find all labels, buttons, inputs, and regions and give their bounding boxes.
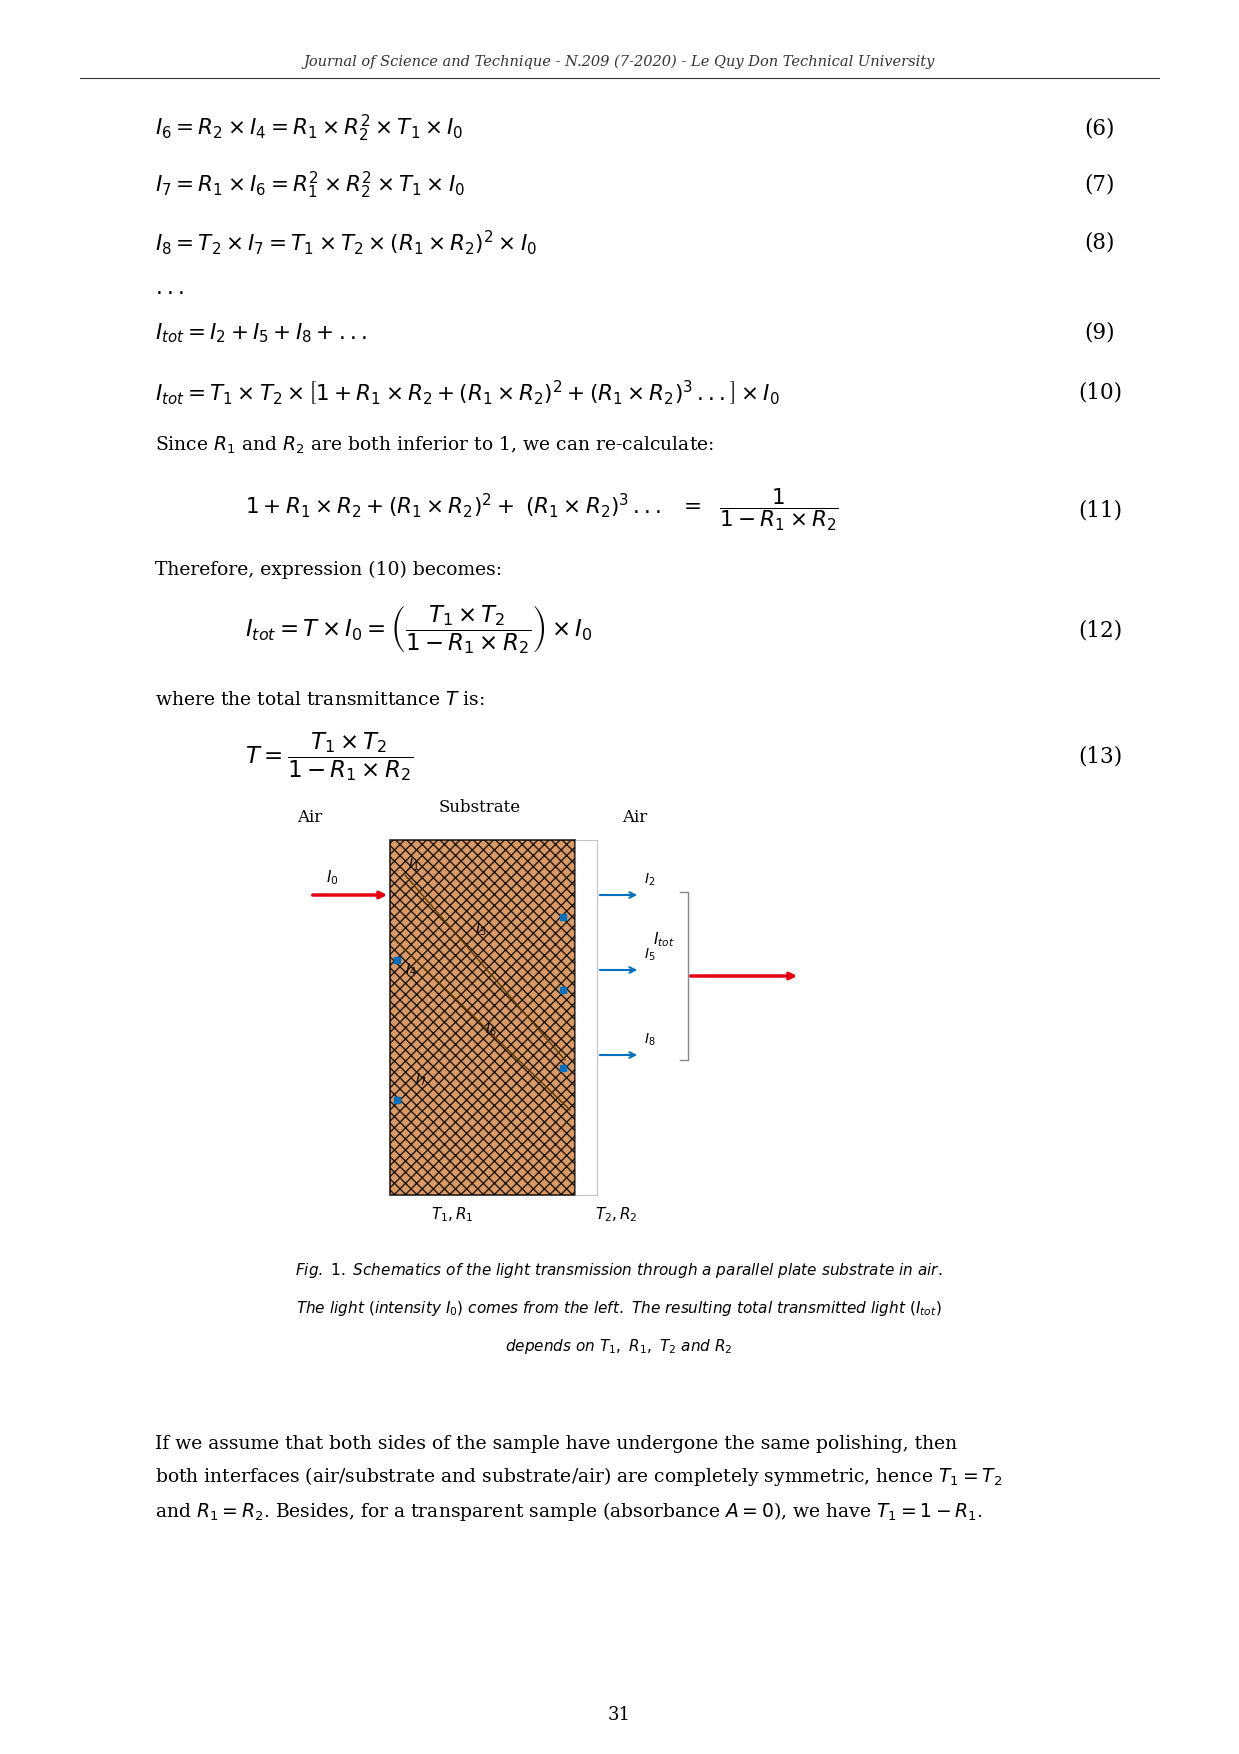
Text: (9): (9) — [1084, 323, 1115, 344]
Text: If we assume that both sides of the sample have undergone the same polishing, th: If we assume that both sides of the samp… — [155, 1435, 1002, 1522]
Text: (6): (6) — [1085, 118, 1115, 139]
Text: $I_6$: $I_6$ — [484, 1023, 497, 1038]
Text: Substrate: Substrate — [439, 800, 522, 817]
Text: $I_7 = R_1 \times I_6 = R_1^2 \times R_2^2 \times T_1 \times I_0$: $I_7 = R_1 \times I_6 = R_1^2 \times R_2… — [155, 170, 465, 200]
Text: $I_5$: $I_5$ — [644, 947, 655, 963]
Text: (12): (12) — [1078, 619, 1123, 640]
Text: 31: 31 — [607, 1707, 631, 1724]
Text: $I_1$: $I_1$ — [408, 856, 419, 873]
Text: $I_2$: $I_2$ — [644, 872, 655, 888]
Text: $T = \dfrac{T_1 \times T_2}{1 - R_1 \times R_2}$: $T = \dfrac{T_1 \times T_2}{1 - R_1 \tim… — [245, 730, 414, 784]
Text: $...$: $...$ — [155, 277, 183, 298]
Text: Journal of Science and Technique - N.209 (7-2020) - Le Quy Don Technical Univers: Journal of Science and Technique - N.209… — [304, 54, 934, 68]
Text: (7): (7) — [1085, 174, 1115, 196]
Text: $I_{tot}$: $I_{tot}$ — [653, 931, 675, 949]
Text: $T_1, R_1$: $T_1, R_1$ — [431, 1205, 473, 1224]
Text: $T_2, R_2$: $T_2, R_2$ — [595, 1205, 637, 1224]
Text: (10): (10) — [1078, 382, 1123, 403]
Text: Since $R_1$ and $R_2$ are both inferior to 1, we can re-calculate:: Since $R_1$ and $R_2$ are both inferior … — [155, 435, 714, 456]
Text: (13): (13) — [1078, 745, 1123, 768]
Bar — [390, 840, 575, 1194]
Text: where the total transmittance $T$ is:: where the total transmittance $T$ is: — [155, 691, 484, 709]
Text: (11): (11) — [1078, 498, 1123, 521]
Text: Therefore, expression (10) becomes:: Therefore, expression (10) becomes: — [155, 561, 502, 579]
Text: $I_{tot} = T \times I_0 = \left(\dfrac{T_1 \times T_2}{1 - R_1 \times R_2}\right: $I_{tot} = T \times I_0 = \left(\dfrac{T… — [245, 603, 592, 656]
Text: $I_8 = T_2 \times I_7 = T_1 \times T_2 \times (R_1 \times R_2)^2 \times I_0$: $I_8 = T_2 \times I_7 = T_1 \times T_2 \… — [155, 228, 536, 258]
Text: $I_7$: $I_7$ — [415, 1072, 426, 1087]
Text: $I_3$: $I_3$ — [475, 923, 487, 938]
Text: $I_8$: $I_8$ — [644, 1031, 655, 1049]
Text: $I_{tot} = I_2 + I_5 + I_8 + ...$: $I_{tot} = I_2 + I_5 + I_8 + ...$ — [155, 321, 367, 346]
Text: $I_0$: $I_0$ — [326, 868, 338, 888]
Text: $I_4$: $I_4$ — [405, 961, 416, 979]
Text: Air: Air — [622, 810, 648, 826]
Text: $I_6 = R_2 \times I_4 = R_1 \times R_2^2 \times T_1 \times I_0$: $I_6 = R_2 \times I_4 = R_1 \times R_2^2… — [155, 112, 463, 144]
Text: $\it{depends\ on\ }$$T_1$$\it{,\ }$$R_1$$\it{,\ }$$T_2$$\it{\ and\ }$$R_2$: $\it{depends\ on\ }$$T_1$$\it{,\ }$$R_1$… — [506, 1337, 732, 1356]
Text: $1 + R_1 \times R_2 + (R_1 \times R_2)^2 + \ (R_1 \times R_2)^3\,...\ \ =\ \ \df: $1 + R_1 \times R_2 + (R_1 \times R_2)^2… — [245, 488, 839, 533]
Text: $\it{Fig.\ 1.\ Schematics\ of\ the\ light\ transmission\ through\ a\ parallel\ p: $\it{Fig.\ 1.\ Schematics\ of\ the\ ligh… — [295, 1261, 943, 1279]
Text: $\it{The\ light\ (intensity\ }$$I_0$$\it{)\ comes\ from\ the\ left.\ The\ result: $\it{The\ light\ (intensity\ }$$I_0$$\it… — [296, 1298, 942, 1317]
Bar — [575, 840, 597, 1194]
Text: (8): (8) — [1085, 232, 1115, 254]
Text: Air: Air — [297, 810, 322, 826]
Text: $I_{tot} = T_1 \times T_2 \times \left[1 + R_1 \times R_2 + (R_1 \times R_2)^2 +: $I_{tot} = T_1 \times T_2 \times \left[1… — [155, 379, 779, 407]
